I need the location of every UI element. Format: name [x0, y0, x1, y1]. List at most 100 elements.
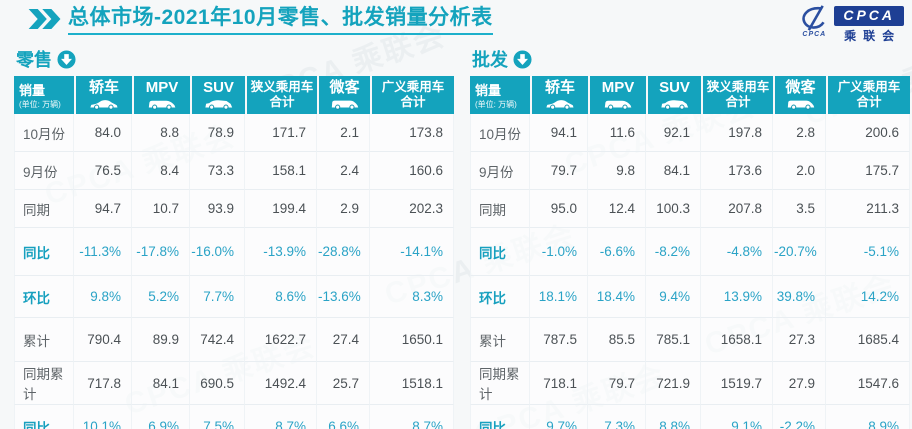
value-cell: 8.7%: [245, 405, 317, 429]
value-cell: 14.2%: [826, 276, 910, 318]
value-cell: 8.8: [132, 114, 190, 152]
tables-area: 零售 销量 (单位: 万辆) 轿车 MPV SUV 狭义乘用车 合计 微客 广义乘用车 合计 10月…: [0, 47, 912, 429]
value-cell: 175.7: [826, 152, 910, 190]
row-label: 同期: [14, 190, 74, 228]
unit-header-cell: 销量 (单位: 万辆): [14, 76, 74, 114]
value-cell: 199.4: [245, 190, 317, 228]
column-header: 微客: [773, 76, 826, 114]
value-cell: 9.1%: [701, 405, 773, 429]
column-header: 狭义乘用车 合计: [245, 76, 317, 114]
wholesale-caption-label: 批发: [472, 50, 508, 70]
value-cell: 160.6: [370, 152, 454, 190]
wholesale-table-section: 批发 销量 (单位: 万辆) 轿车 MPV SUV 狭义乘用车 合计 微客 广义乘用车 合计 10月…: [470, 47, 910, 429]
value-cell: 1518.1: [370, 362, 454, 405]
mpv-car-icon: [590, 98, 646, 110]
value-cell: 1658.1: [701, 318, 773, 362]
wholesale-caption: 批发: [472, 47, 910, 71]
row-label: 环比: [470, 276, 530, 318]
retail-table-section: 零售 销量 (单位: 万辆) 轿车 MPV SUV 狭义乘用车 合计 微客 广义乘用车 合计 10月…: [14, 47, 454, 429]
retail-caption-label: 零售: [16, 50, 52, 70]
value-cell: 73.3: [190, 152, 245, 190]
value-cell: 7.3%: [588, 405, 646, 429]
value-cell: 207.8: [701, 190, 773, 228]
double-chevron-icon: [28, 9, 62, 29]
value-cell: 39.8%: [773, 276, 826, 318]
wholesale-table: 销量 (单位: 万辆) 轿车 MPV SUV 狭义乘用车 合计 微客 广义乘用车 合计 10月份 94…: [470, 76, 910, 429]
value-cell: 93.9: [190, 190, 245, 228]
unit-header-cell: 销量 (单位: 万辆): [470, 76, 530, 114]
column-header: MPV: [132, 76, 190, 114]
value-cell: 173.8: [370, 114, 454, 152]
value-cell: 79.7: [530, 152, 588, 190]
microvan-car-icon: [319, 98, 370, 110]
value-cell: 6.6%: [317, 405, 370, 429]
value-cell: 92.1: [646, 114, 701, 152]
cpca-badge: CPCA: [834, 6, 904, 26]
value-cell: 8.4: [132, 152, 190, 190]
table-row: 同比 -11.3% -17.8% -16.0% -13.9% -28.8% -14.1%: [14, 228, 454, 276]
value-cell: -28.8%: [317, 228, 370, 276]
value-cell: 8.7%: [370, 405, 454, 429]
retail-caption: 零售: [16, 47, 454, 71]
row-label: 同比: [470, 228, 530, 276]
value-cell: -20.7%: [773, 228, 826, 276]
table-row: 同比 10.1% 6.9% 7.5% 8.7% 6.6% 8.7%: [14, 405, 454, 429]
table-row: 10月份 94.1 11.6 92.1 197.8 2.8 200.6: [470, 114, 910, 152]
value-cell: 690.5: [190, 362, 245, 405]
down-arrow-icon: [57, 49, 76, 69]
value-cell: 1547.6: [826, 362, 910, 405]
value-cell: 85.5: [588, 318, 646, 362]
value-cell: 7.5%: [190, 405, 245, 429]
value-cell: 785.1: [646, 318, 701, 362]
value-cell: 202.3: [370, 190, 454, 228]
value-cell: 13.9%: [701, 276, 773, 318]
value-cell: 11.6: [588, 114, 646, 152]
value-cell: 2.0: [773, 152, 826, 190]
table-row: 同比 -1.0% -6.6% -8.2% -4.8% -20.7% -5.1%: [470, 228, 910, 276]
column-header: 轿车: [74, 76, 132, 114]
value-cell: -13.9%: [245, 228, 317, 276]
suv-car-icon: [648, 98, 701, 110]
value-cell: 18.4%: [588, 276, 646, 318]
value-cell: 9.8%: [74, 276, 132, 318]
value-cell: 89.9: [132, 318, 190, 362]
table-row: 环比 18.1% 18.4% 9.4% 13.9% 39.8% 14.2%: [470, 276, 910, 318]
suv-car-icon: [192, 98, 245, 110]
row-label: 同期累计: [14, 362, 74, 405]
row-label: 累计: [470, 318, 530, 362]
page-title: 总体市场-2021年10月零售、批发销量分析表: [68, 5, 493, 36]
row-label: 环比: [14, 276, 74, 318]
column-header: 广义乘用车 合计: [370, 76, 454, 114]
table-row: 同期 95.0 12.4 100.3 207.8 3.5 211.3: [470, 190, 910, 228]
value-cell: 25.7: [317, 362, 370, 405]
header-row: 销量 (单位: 万辆) 轿车 MPV SUV 狭义乘用车 合计 微客 广义乘用车 合计: [14, 76, 454, 114]
value-cell: 718.1: [530, 362, 588, 405]
value-cell: 717.8: [74, 362, 132, 405]
cpca-logo: CPCA CPCA 乘联会: [798, 5, 906, 44]
value-cell: 2.8: [773, 114, 826, 152]
sedan-car-icon: [76, 98, 132, 110]
value-cell: 27.4: [317, 318, 370, 362]
row-label: 10月份: [14, 114, 74, 152]
value-cell: -14.1%: [370, 228, 454, 276]
value-cell: -6.6%: [588, 228, 646, 276]
value-cell: 6.9%: [132, 405, 190, 429]
value-cell: -13.6%: [317, 276, 370, 318]
sedan-car-icon: [532, 98, 588, 110]
row-label: 同期累计: [470, 362, 530, 405]
row-label: 累计: [14, 318, 74, 362]
value-cell: 790.4: [74, 318, 132, 362]
row-label: 10月份: [470, 114, 530, 152]
value-cell: 84.1: [132, 362, 190, 405]
table-row: 9月份 76.5 8.4 73.3 158.1 2.4 160.6: [14, 152, 454, 190]
value-cell: 27.3: [773, 318, 826, 362]
value-cell: 79.7: [588, 362, 646, 405]
column-header: 轿车: [530, 76, 588, 114]
value-cell: 8.9%: [826, 405, 910, 429]
cpca-swoosh-icon: CPCA: [798, 5, 830, 38]
value-cell: 211.3: [826, 190, 910, 228]
table-row: 累计 787.5 85.5 785.1 1658.1 27.3 1685.4: [470, 318, 910, 362]
row-label: 同期: [470, 190, 530, 228]
value-cell: 94.7: [74, 190, 132, 228]
